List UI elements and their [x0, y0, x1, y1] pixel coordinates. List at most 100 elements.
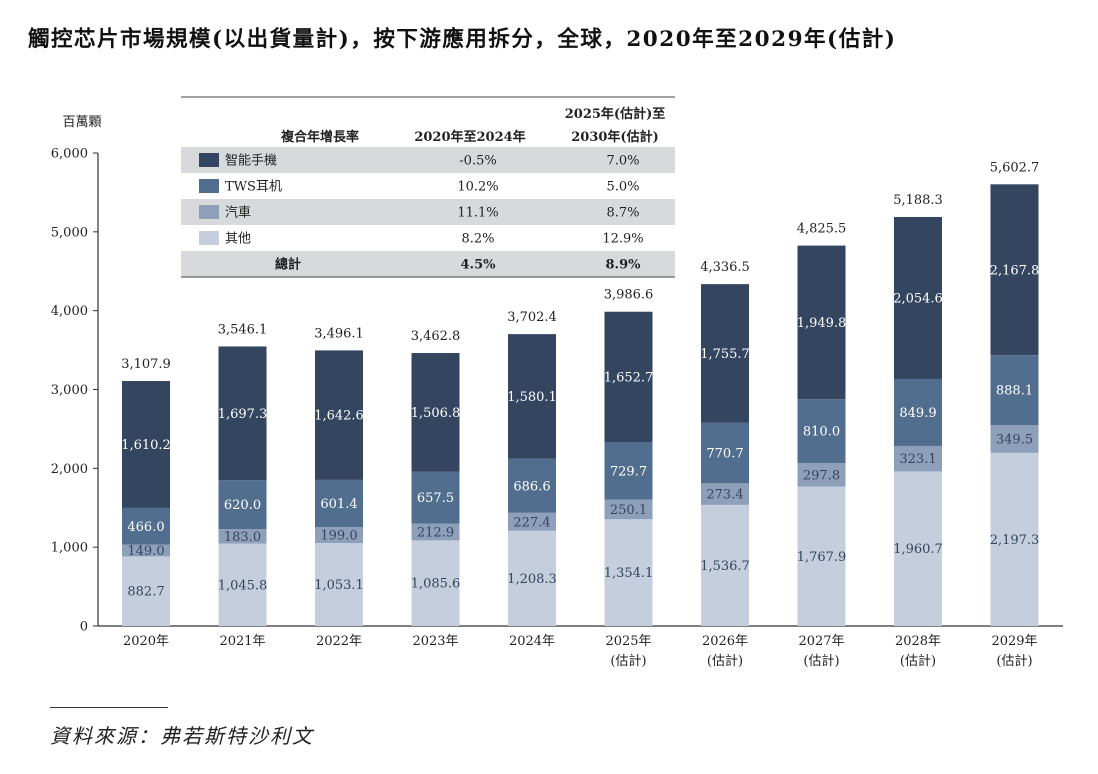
- cagr-value-2020-2024: 8.2%: [461, 232, 494, 247]
- data-label-auto: 199.0: [320, 529, 357, 544]
- data-label-tws: 466.0: [127, 520, 164, 535]
- cagr-value-2025-2030: 12.9%: [602, 232, 643, 247]
- x-tick-label: (估計): [803, 653, 839, 669]
- bar-segment-auto: [797, 463, 846, 487]
- data-label-smartphone: 1,949.8: [797, 316, 847, 331]
- data-label-smartphone: 1,642.6: [314, 409, 364, 424]
- bar-segment-auto: [990, 425, 1039, 453]
- data-label-other: 2,197.3: [990, 533, 1040, 548]
- data-label-tws: 601.4: [320, 497, 357, 512]
- x-tick-label: 2023年: [412, 634, 458, 649]
- data-label-auto: 212.9: [417, 526, 454, 541]
- legend-swatch-smartphone: [199, 153, 219, 167]
- data-label-auto: 227.4: [513, 515, 550, 530]
- x-tick-label: 2025年: [605, 634, 651, 649]
- bar-segment-smartphone: [797, 245, 846, 400]
- data-label-smartphone: 1,580.1: [507, 390, 557, 405]
- bar-segment-smartphone: [315, 350, 363, 480]
- legend-label: 其他: [225, 232, 251, 247]
- bar-segment-tws: [315, 479, 363, 528]
- data-label-tws: 620.0: [224, 498, 261, 513]
- data-label-other: 1,354.1: [604, 566, 654, 581]
- source-note: 資料來源：弗若斯特沙利文: [50, 724, 314, 748]
- data-label-smartphone: 1,610.2: [121, 438, 171, 453]
- cagr-value-2020-2024: 11.1%: [457, 206, 498, 221]
- bar-segment-other: [604, 519, 653, 626]
- bar-segment-tws: [411, 471, 460, 524]
- bar-segment-other: [508, 530, 556, 626]
- bar-segment-auto: [508, 512, 556, 531]
- total-label: 3,986.6: [604, 288, 654, 303]
- bar-segment-tws: [701, 422, 749, 484]
- bar-segment-smartphone: [894, 216, 942, 379]
- x-tick-label: (估計): [707, 653, 743, 669]
- cagr-value-2025-2030: 5.0%: [606, 180, 639, 195]
- data-label-other: 882.7: [127, 585, 164, 600]
- x-tick-label: 2028年: [895, 634, 941, 649]
- data-label-smartphone: 1,697.3: [218, 407, 268, 422]
- bar-segment-smartphone: [508, 334, 556, 459]
- cagr-header-label: 複合年增長率: [280, 129, 359, 145]
- bar-segment-auto: [604, 499, 653, 520]
- cagr-value-2020-2024: -0.5%: [459, 154, 496, 169]
- legend-label: 汽車: [225, 206, 251, 221]
- cagr-table-bg: [181, 100, 675, 275]
- data-label-other: 1,536.7: [700, 559, 750, 574]
- cagr-value-2020-2024: 10.2%: [457, 180, 498, 195]
- bar-segment-other: [701, 504, 749, 626]
- data-label-auto: 349.5: [996, 433, 1033, 448]
- y-tick-label: 5,000: [51, 225, 88, 240]
- data-label-auto: 149.0: [127, 544, 164, 559]
- bar-segment-tws: [122, 507, 170, 545]
- total-label: 3,496.1: [314, 326, 364, 341]
- total-label: 5,602.7: [990, 160, 1040, 175]
- cagr-row-band: [181, 251, 675, 277]
- bar-segment-smartphone: [122, 380, 170, 508]
- cagr-value-2025-2030: 8.9%: [606, 258, 642, 273]
- x-tick-label: 2027年: [798, 634, 844, 649]
- data-label-tws: 657.5: [417, 491, 454, 506]
- bar-segment-other: [315, 542, 363, 626]
- bar-segment-auto: [701, 483, 749, 505]
- bar-segment-tws: [604, 442, 653, 500]
- bar-segment-auto: [315, 527, 363, 543]
- bar-segment-other: [122, 556, 170, 626]
- x-tick-label: 2029年: [991, 634, 1037, 649]
- legend-label: 智能手機: [225, 154, 277, 169]
- bar-segment-smartphone: [701, 284, 749, 423]
- y-axis-title: 百萬顆: [62, 115, 101, 130]
- x-tick-label: (估計): [610, 653, 646, 669]
- x-tick-label: (估計): [900, 653, 936, 669]
- y-tick-label: 0: [80, 620, 88, 635]
- data-label-tws: 888.1: [996, 384, 1033, 399]
- bar-segment-auto: [411, 523, 460, 541]
- bar-segment-smartphone: [218, 346, 267, 481]
- y-tick-label: 6,000: [51, 147, 88, 162]
- cagr-value-2025-2030: 8.7%: [606, 206, 639, 221]
- data-label-auto: 323.1: [899, 452, 936, 467]
- bar-segment-smartphone: [411, 353, 460, 472]
- data-label-other: 1,045.8: [218, 578, 268, 593]
- data-label-smartphone: 2,054.6: [893, 291, 943, 306]
- stacked-bar-chart: 百萬顆 0 1,000 2,000 3,000 4,000 5,000 6,000 882.7 1…: [51, 96, 1063, 669]
- legend-label: TWS耳机: [225, 180, 282, 195]
- bar-segment-tws: [218, 480, 267, 530]
- bar-segment-auto: [122, 544, 170, 557]
- total-label: 4,336.5: [700, 260, 750, 275]
- total-label: 3,702.4: [507, 310, 557, 325]
- data-label-tws: 810.0: [803, 425, 840, 440]
- data-label-auto: 250.1: [610, 503, 647, 518]
- bar-segment-other: [218, 543, 267, 626]
- cagr-row-band: [181, 147, 675, 173]
- data-label-smartphone: 1,755.7: [700, 347, 750, 362]
- data-label-tws: 729.7: [610, 464, 647, 479]
- data-label-smartphone: 1,506.8: [411, 406, 461, 421]
- cagr-total-label: 總計: [275, 257, 301, 273]
- data-label-smartphone: 1,652.7: [604, 370, 654, 385]
- data-label-other: 1,085.6: [411, 577, 461, 592]
- x-tick-label: 2021年: [219, 634, 265, 649]
- cagr-value-2025-2030: 7.0%: [606, 154, 639, 169]
- total-label: 5,188.3: [893, 193, 943, 208]
- cagr-header-period2: 2025年(估計)至: [565, 106, 665, 122]
- bar-segment-auto: [218, 529, 267, 544]
